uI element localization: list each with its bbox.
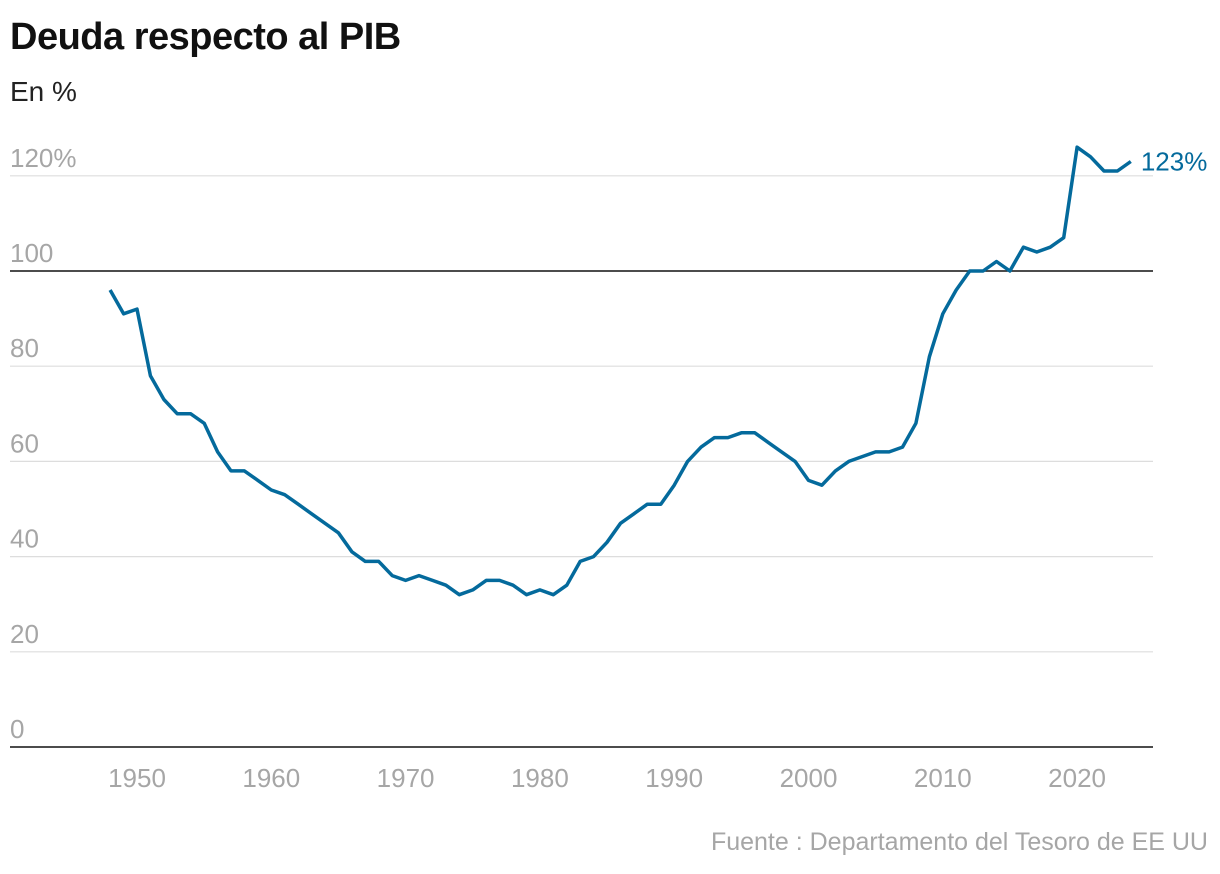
x-tick-label: 2010 [914, 763, 972, 793]
x-tick-label: 2000 [780, 763, 838, 793]
y-tick-label: 20 [10, 619, 39, 649]
x-tick-label: 2020 [1048, 763, 1106, 793]
x-tick-label: 1970 [377, 763, 435, 793]
y-tick-label: 100 [10, 238, 53, 268]
chart-subtitle: En % [10, 76, 77, 107]
x-tick-label: 1990 [645, 763, 703, 793]
x-tick-label: 1950 [108, 763, 166, 793]
chart-title: Deuda respecto al PIB [10, 16, 401, 58]
y-tick-label: 60 [10, 428, 39, 458]
y-tick-label: 80 [10, 333, 39, 363]
debt-series-line [108, 145, 1132, 597]
y-tick-label: 0 [10, 714, 24, 744]
x-tick-label: 1980 [511, 763, 569, 793]
y-tick-label: 120% [10, 143, 77, 173]
end-value-label: 123% [1141, 147, 1208, 177]
y-tick-label: 40 [10, 524, 39, 554]
source-note: Fuente : Departamento del Tesoro de EE U… [710, 828, 1208, 856]
x-tick-label: 1960 [242, 763, 300, 793]
